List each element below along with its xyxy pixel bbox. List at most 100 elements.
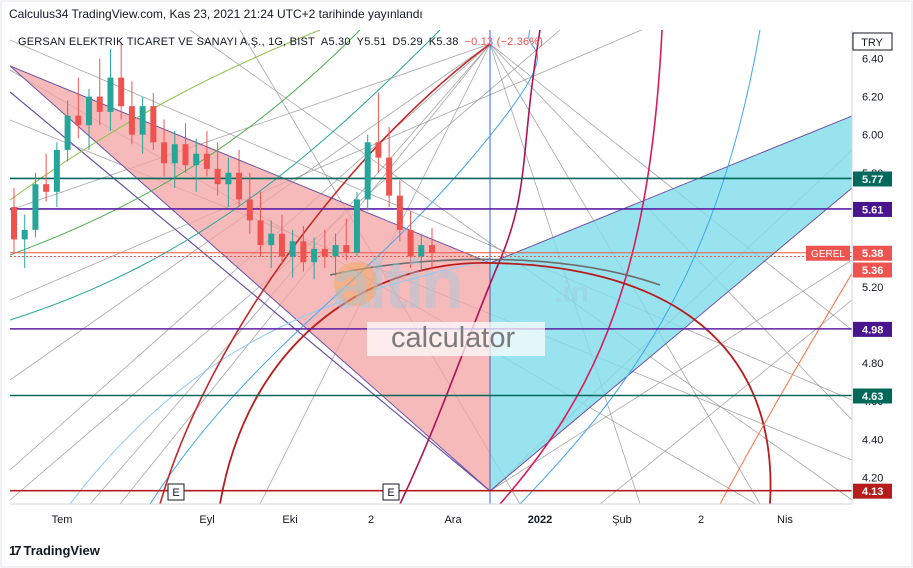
candle-body	[225, 172, 232, 185]
event-marker-box	[382, 483, 400, 501]
candle-body	[332, 245, 339, 257]
candle-body	[118, 77, 125, 107]
candle-body	[311, 248, 318, 263]
fan-line	[10, 39, 852, 401]
price-level-badge	[853, 388, 892, 404]
tradingview-logo-text: TradingView	[23, 543, 100, 558]
earnings-event-marker: E	[382, 483, 400, 501]
candle-body	[375, 142, 382, 158]
gann-arc	[10, 30, 361, 256]
watermark-coin-icon	[334, 262, 378, 306]
fan-line	[599, 299, 852, 504]
candle-body	[386, 157, 393, 196]
candle-body	[32, 184, 39, 230]
candle-body	[139, 106, 146, 135]
candle-body	[257, 220, 264, 246]
y-tick-label: 5.20	[862, 282, 883, 294]
candle-body	[53, 149, 60, 192]
candle-body	[353, 199, 360, 253]
candle-body	[396, 195, 403, 230]
watermark-brand: altin	[332, 245, 464, 323]
candle-body	[289, 241, 296, 257]
ohlc-open: A5.30	[320, 36, 351, 48]
candle-body	[300, 241, 307, 263]
candle-body	[278, 233, 285, 257]
price-level-badge-label: 5.38	[862, 248, 883, 260]
candle-body	[171, 144, 178, 164]
fan-line	[489, 43, 852, 331]
fan-line	[489, 259, 852, 492]
x-tick-label: Tem	[52, 514, 73, 526]
gann-arc	[219, 262, 772, 504]
price-level-badge	[853, 171, 892, 187]
price-level-badge	[853, 201, 892, 217]
candle-body	[75, 115, 82, 126]
gann-arc	[10, 30, 441, 321]
gann-arc	[10, 30, 321, 201]
watermark-caption: calculator	[391, 322, 516, 354]
candle-body	[429, 245, 435, 253]
currency-label: TRY	[861, 37, 883, 49]
watermark-caption-box: calculator	[367, 322, 545, 356]
candle-body	[43, 184, 50, 192]
candle-body	[11, 207, 17, 240]
y-tick-label: 6.20	[862, 92, 883, 104]
currency-badge	[852, 32, 893, 51]
symbol-name: GERSAN ELEKTRIK TICARET VE SANAYI A.Ş., …	[18, 36, 315, 48]
event-marker-label: E	[172, 487, 179, 499]
y-tick-label: 4.20	[862, 472, 883, 484]
candle-body	[128, 106, 135, 135]
x-tick-label: Şub	[612, 514, 632, 526]
ohlc-change: −0.13 (−2.36%)	[464, 36, 544, 48]
candle-body	[161, 142, 168, 164]
price-level-badge	[853, 245, 892, 261]
fan-line	[10, 30, 643, 301]
candle-body	[86, 96, 93, 126]
candle-body	[203, 153, 210, 169]
candle-body	[21, 229, 28, 240]
ohlc-high: Y5.51	[356, 36, 387, 48]
tradingview-logo-icon: 17	[9, 543, 22, 558]
price-level-badge-label: 5.77	[862, 174, 883, 186]
event-marker-label: E	[387, 487, 394, 499]
candle-body	[364, 142, 371, 200]
candle-body	[407, 229, 414, 257]
x-tick-label: 2	[698, 514, 704, 526]
ohlc-close: K5.38	[428, 36, 459, 48]
price-level-badge-label: 4.13	[862, 486, 883, 498]
price-level-badge-label: 5.61	[862, 204, 883, 216]
price-level-badge-label: 5.36	[862, 265, 883, 277]
candle-body	[96, 96, 103, 112]
earnings-event-marker: E	[167, 483, 185, 501]
x-tick-label: 2022	[528, 514, 552, 526]
price-level-badge-label: 4.98	[862, 324, 883, 336]
price-level-badge-label: 4.63	[862, 391, 883, 403]
candle-body	[193, 153, 200, 166]
triangle-lower-edge	[10, 91, 491, 492]
gann-arc	[519, 30, 761, 504]
gann-arc	[69, 259, 491, 504]
tradingview-logo[interactable]: 17 TradingView	[9, 543, 100, 558]
y-tick-label: 4.40	[862, 434, 883, 446]
price-level-badge	[853, 321, 892, 337]
symbol-tag-label: GEREL	[811, 249, 845, 260]
x-tick-label: 2	[368, 514, 374, 526]
candle-body	[246, 199, 253, 221]
price-level-badge	[853, 262, 892, 278]
y-tick-label: 6.00	[862, 130, 883, 142]
candle-body	[182, 144, 189, 166]
candle-body	[64, 115, 71, 150]
candle-body	[321, 248, 328, 257]
candle-body	[150, 106, 157, 143]
gann-arc	[499, 30, 663, 504]
candle-body	[236, 172, 243, 200]
candle-body	[214, 168, 221, 185]
gann-arc	[719, 272, 852, 504]
ohlc-low: D5.29	[392, 36, 423, 48]
gann-arc	[149, 30, 538, 504]
symbol-tag-badge	[806, 245, 850, 261]
x-tick-label: Eyl	[199, 514, 214, 526]
candle-body	[268, 233, 275, 246]
